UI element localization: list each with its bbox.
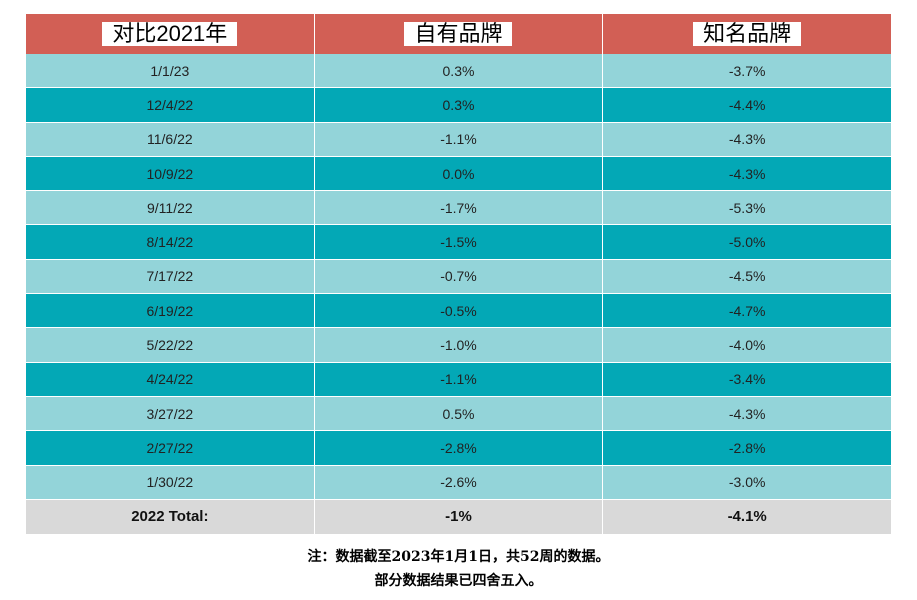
cell: 2/27/22 — [25, 430, 315, 466]
cell: 5/22/22 — [25, 327, 315, 363]
total-cell: -4.1% — [602, 499, 892, 534]
cell: -4.3% — [602, 396, 892, 432]
cell: -4.7% — [602, 293, 892, 329]
cell: 0.3% — [313, 54, 604, 89]
cell: -3.4% — [602, 362, 892, 397]
cell: -4.3% — [602, 156, 892, 192]
cell: -1.1% — [313, 122, 604, 157]
data-row: 5/22/22 -1.0% -4.0% — [25, 327, 892, 363]
header-cell: 自有品牌 — [313, 14, 604, 54]
data-row: 8/14/22 -1.5% -5.0% — [25, 224, 892, 260]
cell: 1/30/22 — [25, 465, 315, 500]
total-row: 2022 Total: -1% -4.1% — [25, 499, 892, 534]
data-row: 1/30/22 -2.6% -3.0% — [25, 465, 892, 500]
cell: 11/6/22 — [25, 122, 315, 157]
cell: 9/11/22 — [25, 190, 315, 226]
header-cell: 对比2021年 — [25, 14, 315, 54]
cell: -4.0% — [602, 327, 892, 363]
cell: 10/9/22 — [25, 156, 315, 192]
total-cell: 2022 Total: — [25, 499, 315, 534]
cell: -5.3% — [602, 190, 892, 226]
data-table: 对比2021年 自有品牌 知名品牌 1/1/23 0.3% -3.7% 12/4/22 0.3… — [25, 14, 892, 534]
data-row: 6/19/22 -0.5% -4.7% — [25, 293, 892, 329]
data-row: 2/27/22 -2.8% -2.8% — [25, 430, 892, 466]
data-row: 10/9/22 0.0% -4.3% — [25, 156, 892, 192]
cell: 12/4/22 — [25, 87, 315, 123]
data-row: 4/24/22 -1.1% -3.4% — [25, 362, 892, 397]
cell: 7/17/22 — [25, 259, 315, 295]
cell: -3.0% — [602, 465, 892, 500]
cell: -4.4% — [602, 87, 892, 123]
cell: -0.7% — [313, 259, 604, 295]
cell: 6/19/22 — [25, 293, 315, 329]
cell: 8/14/22 — [25, 224, 315, 260]
data-row: 9/11/22 -1.7% -5.3% — [25, 190, 892, 226]
cell: 3/27/22 — [25, 396, 315, 432]
cell: -4.3% — [602, 122, 892, 157]
cell: -3.7% — [602, 54, 892, 89]
cell: -4.5% — [602, 259, 892, 295]
cell: -0.5% — [313, 293, 604, 329]
cell: 1/1/23 — [25, 54, 315, 89]
header-label: 知名品牌 — [693, 22, 802, 46]
cell: -1.5% — [313, 224, 604, 260]
cell: -2.8% — [602, 430, 892, 466]
cell: 0.0% — [313, 156, 604, 192]
cell: -1.0% — [313, 327, 604, 363]
data-row: 12/4/22 0.3% -4.4% — [25, 87, 892, 123]
header-cell: 知名品牌 — [602, 14, 892, 54]
header-label: 自有品牌 — [404, 22, 513, 46]
total-cell: -1% — [313, 499, 604, 534]
cell: -2.6% — [313, 465, 604, 500]
cell: -5.0% — [602, 224, 892, 260]
cell: 4/24/22 — [25, 362, 315, 397]
footnote: 部分数据结果已四舍五入。 — [374, 573, 543, 589]
header-label: 对比2021年 — [102, 22, 238, 46]
data-row: 3/27/22 0.5% -4.3% — [25, 396, 892, 432]
cell: -1.1% — [313, 362, 604, 397]
data-row: 11/6/22 -1.1% -4.3% — [25, 122, 892, 157]
cell: 0.3% — [313, 87, 604, 123]
data-row: 7/17/22 -0.7% -4.5% — [25, 259, 892, 295]
data-row: 1/1/23 0.3% -3.7% — [25, 54, 892, 89]
header-row: 对比2021年 自有品牌 知名品牌 — [25, 14, 892, 54]
footnotes: 注：数据截至2023年1月1日，共52周的数据。 部分数据结果已四舍五入。 — [0, 545, 917, 593]
cell: -2.8% — [313, 430, 604, 466]
cell: 0.5% — [313, 396, 604, 432]
footnote: 注：数据截至2023年1月1日，共52周的数据。 — [307, 549, 610, 565]
cell: -1.7% — [313, 190, 604, 226]
